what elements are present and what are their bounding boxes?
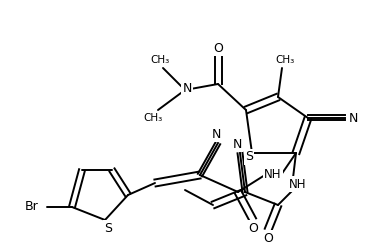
Text: S: S [104, 222, 112, 234]
Text: N: N [348, 111, 358, 124]
Text: O: O [248, 222, 258, 234]
Text: NH: NH [264, 168, 282, 182]
Text: CH₃: CH₃ [143, 113, 163, 123]
Text: S: S [245, 150, 253, 164]
Text: Br: Br [25, 201, 39, 213]
Text: N: N [211, 127, 221, 141]
Text: O: O [263, 231, 273, 245]
Text: N: N [232, 138, 242, 150]
Text: NH: NH [289, 178, 307, 190]
Text: CH₃: CH₃ [150, 55, 170, 65]
Text: O: O [213, 41, 223, 55]
Text: CH₃: CH₃ [275, 55, 295, 65]
Text: N: N [182, 82, 192, 95]
